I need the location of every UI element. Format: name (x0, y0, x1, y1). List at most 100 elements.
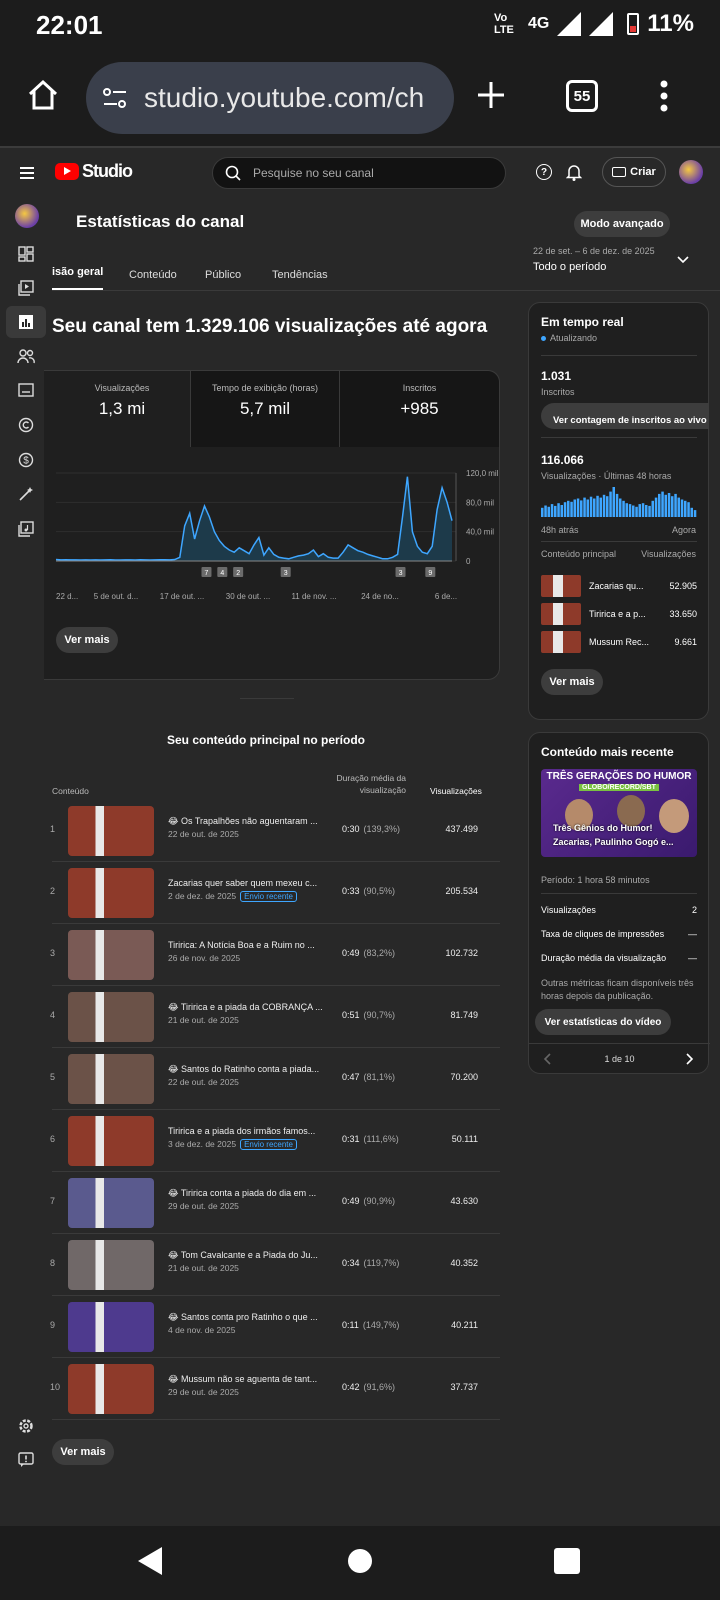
latest-video-thumbnail[interactable]: TRÊS GERAÇÕES DO HUMOR GLOBO/RECORD/SBT … (541, 769, 697, 857)
table-row[interactable]: 2 Zacarias quer saber quem mexeu c... 2 de… (50, 862, 500, 924)
see-more-content-button[interactable]: Ver mais (52, 1439, 114, 1465)
video-thumbnail[interactable] (68, 930, 154, 980)
overview-chart-card: Visualizações 1,3 mi Tempo de exibição (… (44, 370, 500, 680)
video-thumbnail[interactable] (68, 806, 154, 856)
realtime-list-item[interactable]: Mussum Rec... 9.661 (541, 631, 697, 655)
analytics-icon-active[interactable] (6, 306, 46, 338)
video-views: 40.211 (451, 1320, 478, 1330)
metric-views[interactable]: Visualizações 1,3 mi (54, 371, 190, 447)
video-title[interactable]: 😂 Tiririca conta a piada do dia em ... (168, 1188, 317, 1198)
video-thumbnail[interactable] (68, 1302, 154, 1352)
video-title[interactable]: 😂 Tom Cavalcante e a Piada do Ju... (168, 1250, 318, 1260)
metric-subscribers[interactable]: Inscritos +985 (340, 371, 499, 447)
recents-square-icon[interactable] (554, 1548, 580, 1574)
realtime-list-item[interactable]: Tiririca e a p... 33.650 (541, 603, 697, 627)
video-marker[interactable]: 4 (217, 567, 228, 577)
video-marker[interactable]: 3 (395, 567, 406, 577)
address-bar[interactable]: studio.youtube.com/ch (86, 62, 454, 134)
video-thumbnail[interactable] (68, 1240, 154, 1290)
video-title[interactable]: 😂 Santos conta pro Ratinho o que ... (168, 1312, 318, 1322)
table-row[interactable]: 1 😂 Os Trapalhões não aguentaram ... 22 de… (50, 800, 500, 862)
studio-logo[interactable]: Studio (55, 161, 133, 182)
studio-sidebar: $ (0, 196, 52, 1526)
video-date-line: 2 de dez. de 2025 Envio recente (168, 891, 297, 902)
tab-audience[interactable]: Público (205, 265, 241, 283)
latest-divider-2 (529, 1043, 710, 1044)
dashboard-icon[interactable] (16, 244, 36, 264)
create-button[interactable]: Criar (602, 157, 666, 187)
tab-switcher-button[interactable]: 55 (566, 80, 598, 112)
realtime-views-label: Visualizações · Últimas 48 horas (541, 471, 672, 481)
audio-library-icon[interactable] (16, 519, 36, 539)
video-thumbnail[interactable] (68, 1054, 154, 1104)
video-title[interactable]: Zacarias quer saber quem mexeu c... (168, 878, 318, 888)
video-thumbnail[interactable] (68, 1178, 154, 1228)
video-thumbnail[interactable] (68, 868, 154, 918)
home-circle-icon[interactable] (348, 1549, 372, 1573)
back-icon[interactable] (136, 1546, 164, 1576)
tab-overview[interactable]: isão geral (52, 258, 104, 290)
table-row[interactable]: 5 😂 Santos do Ratinho conta a piada... 22 … (50, 1048, 500, 1110)
views-area-chart: 120,0 mil 80,0 mil 40,0 mil 0 7 4 2 3 3 9 22 d... 5… (55, 469, 499, 601)
monetization-icon[interactable]: $ (16, 450, 36, 470)
realtime-see-more-button[interactable]: Ver mais (541, 669, 603, 695)
video-title[interactable]: 😂 Os Trapalhões não aguentaram ... (168, 816, 318, 826)
video-date-line: 22 de out. de 2025 (168, 1077, 239, 1087)
realtime-list-item[interactable]: Zacarias qu... 52.905 (541, 575, 697, 599)
settings-gear-icon[interactable] (16, 1416, 36, 1436)
col-content-header: Conteúdo (52, 786, 89, 796)
content-icon[interactable] (16, 278, 36, 298)
advanced-mode-button[interactable]: Modo avançado (574, 211, 670, 237)
home-icon[interactable] (26, 78, 60, 112)
duration-pct: (81,1%) (363, 1072, 396, 1082)
video-thumbnail[interactable] (68, 992, 154, 1042)
live-subs-button[interactable]: Ver contagem de inscritos ao vivo (541, 403, 709, 429)
table-row[interactable]: 8 😂 Tom Cavalcante e a Piada do Ju... 21 d… (50, 1234, 500, 1296)
customization-magic-icon[interactable] (16, 484, 36, 504)
video-title[interactable]: Tiririca e a piada dos irmãos famos... (168, 1126, 316, 1136)
video-marker[interactable]: 3 (280, 567, 291, 577)
view-video-stats-button[interactable]: Ver estatísticas do vídeo (535, 1009, 671, 1035)
video-title[interactable]: Tiririca: A Notícia Boa e a Ruim no ... (168, 940, 315, 950)
tab-content[interactable]: Conteúdo (129, 265, 177, 283)
metric-watch-time[interactable]: Tempo de exibição (horas) 5,7 mil (190, 371, 340, 447)
channel-search-input[interactable]: Pesquise no seu canal (212, 157, 506, 189)
see-more-chart-button[interactable]: Ver mais (56, 627, 118, 653)
prev-arrow-icon[interactable] (543, 1053, 551, 1065)
video-marker-label: 3 (399, 570, 403, 577)
copyright-icon[interactable] (16, 415, 36, 435)
table-row[interactable]: 4 😂 Tiririca e a piada da COBRANÇA ... 21 … (50, 986, 500, 1048)
channel-avatar[interactable] (15, 204, 39, 228)
table-row[interactable]: 9 😂 Santos conta pro Ratinho o que ... 4 d… (50, 1296, 500, 1358)
more-menu-icon[interactable] (660, 80, 668, 112)
video-thumbnail[interactable] (68, 1116, 154, 1166)
notifications-bell-icon[interactable] (565, 163, 583, 181)
site-settings-icon[interactable] (102, 86, 128, 110)
video-marker[interactable]: 9 (425, 567, 436, 577)
video-title[interactable]: 😂 Mussum não se aguenta de tant... (168, 1374, 318, 1384)
table-row[interactable]: 7 😂 Tiririca conta a piada do dia em ... 2… (50, 1172, 500, 1234)
realtime-bar (567, 500, 570, 517)
table-row[interactable]: 6 Tiririca e a piada dos irmãos famos... 3… (50, 1110, 500, 1172)
community-icon[interactable] (16, 346, 36, 366)
account-avatar[interactable] (679, 160, 703, 184)
video-marker[interactable]: 7 (201, 567, 212, 577)
realtime-bar (690, 507, 693, 517)
help-icon[interactable]: ? (536, 164, 552, 180)
video-views: 437.499 (445, 824, 478, 834)
tab-trends[interactable]: Tendências (272, 265, 328, 283)
video-title[interactable]: 😂 Santos do Ratinho conta a piada... (168, 1064, 320, 1074)
avg-duration: 0:30 (139,3%) (342, 824, 400, 834)
subtitles-icon[interactable] (16, 380, 36, 400)
video-title[interactable]: 😂 Tiririca e a piada da COBRANÇA ... (168, 1002, 323, 1012)
next-arrow-icon[interactable] (686, 1053, 694, 1065)
date-range-selector[interactable]: 22 de set. – 6 de dez. de 2025 Todo o pe… (533, 246, 703, 282)
thumb-caption-1: Três Gênios do Humor! (553, 823, 653, 833)
table-row[interactable]: 10 😂 Mussum não se aguenta de tant... 29 d… (50, 1358, 500, 1420)
video-marker[interactable]: 2 (233, 567, 244, 577)
video-thumbnail[interactable] (68, 1364, 154, 1414)
hamburger-menu-icon[interactable] (20, 166, 34, 179)
table-row[interactable]: 3 Tiririca: A Notícia Boa e a Ruim no ...… (50, 924, 500, 986)
new-tab-icon[interactable] (476, 80, 506, 110)
feedback-icon[interactable] (16, 1450, 36, 1470)
